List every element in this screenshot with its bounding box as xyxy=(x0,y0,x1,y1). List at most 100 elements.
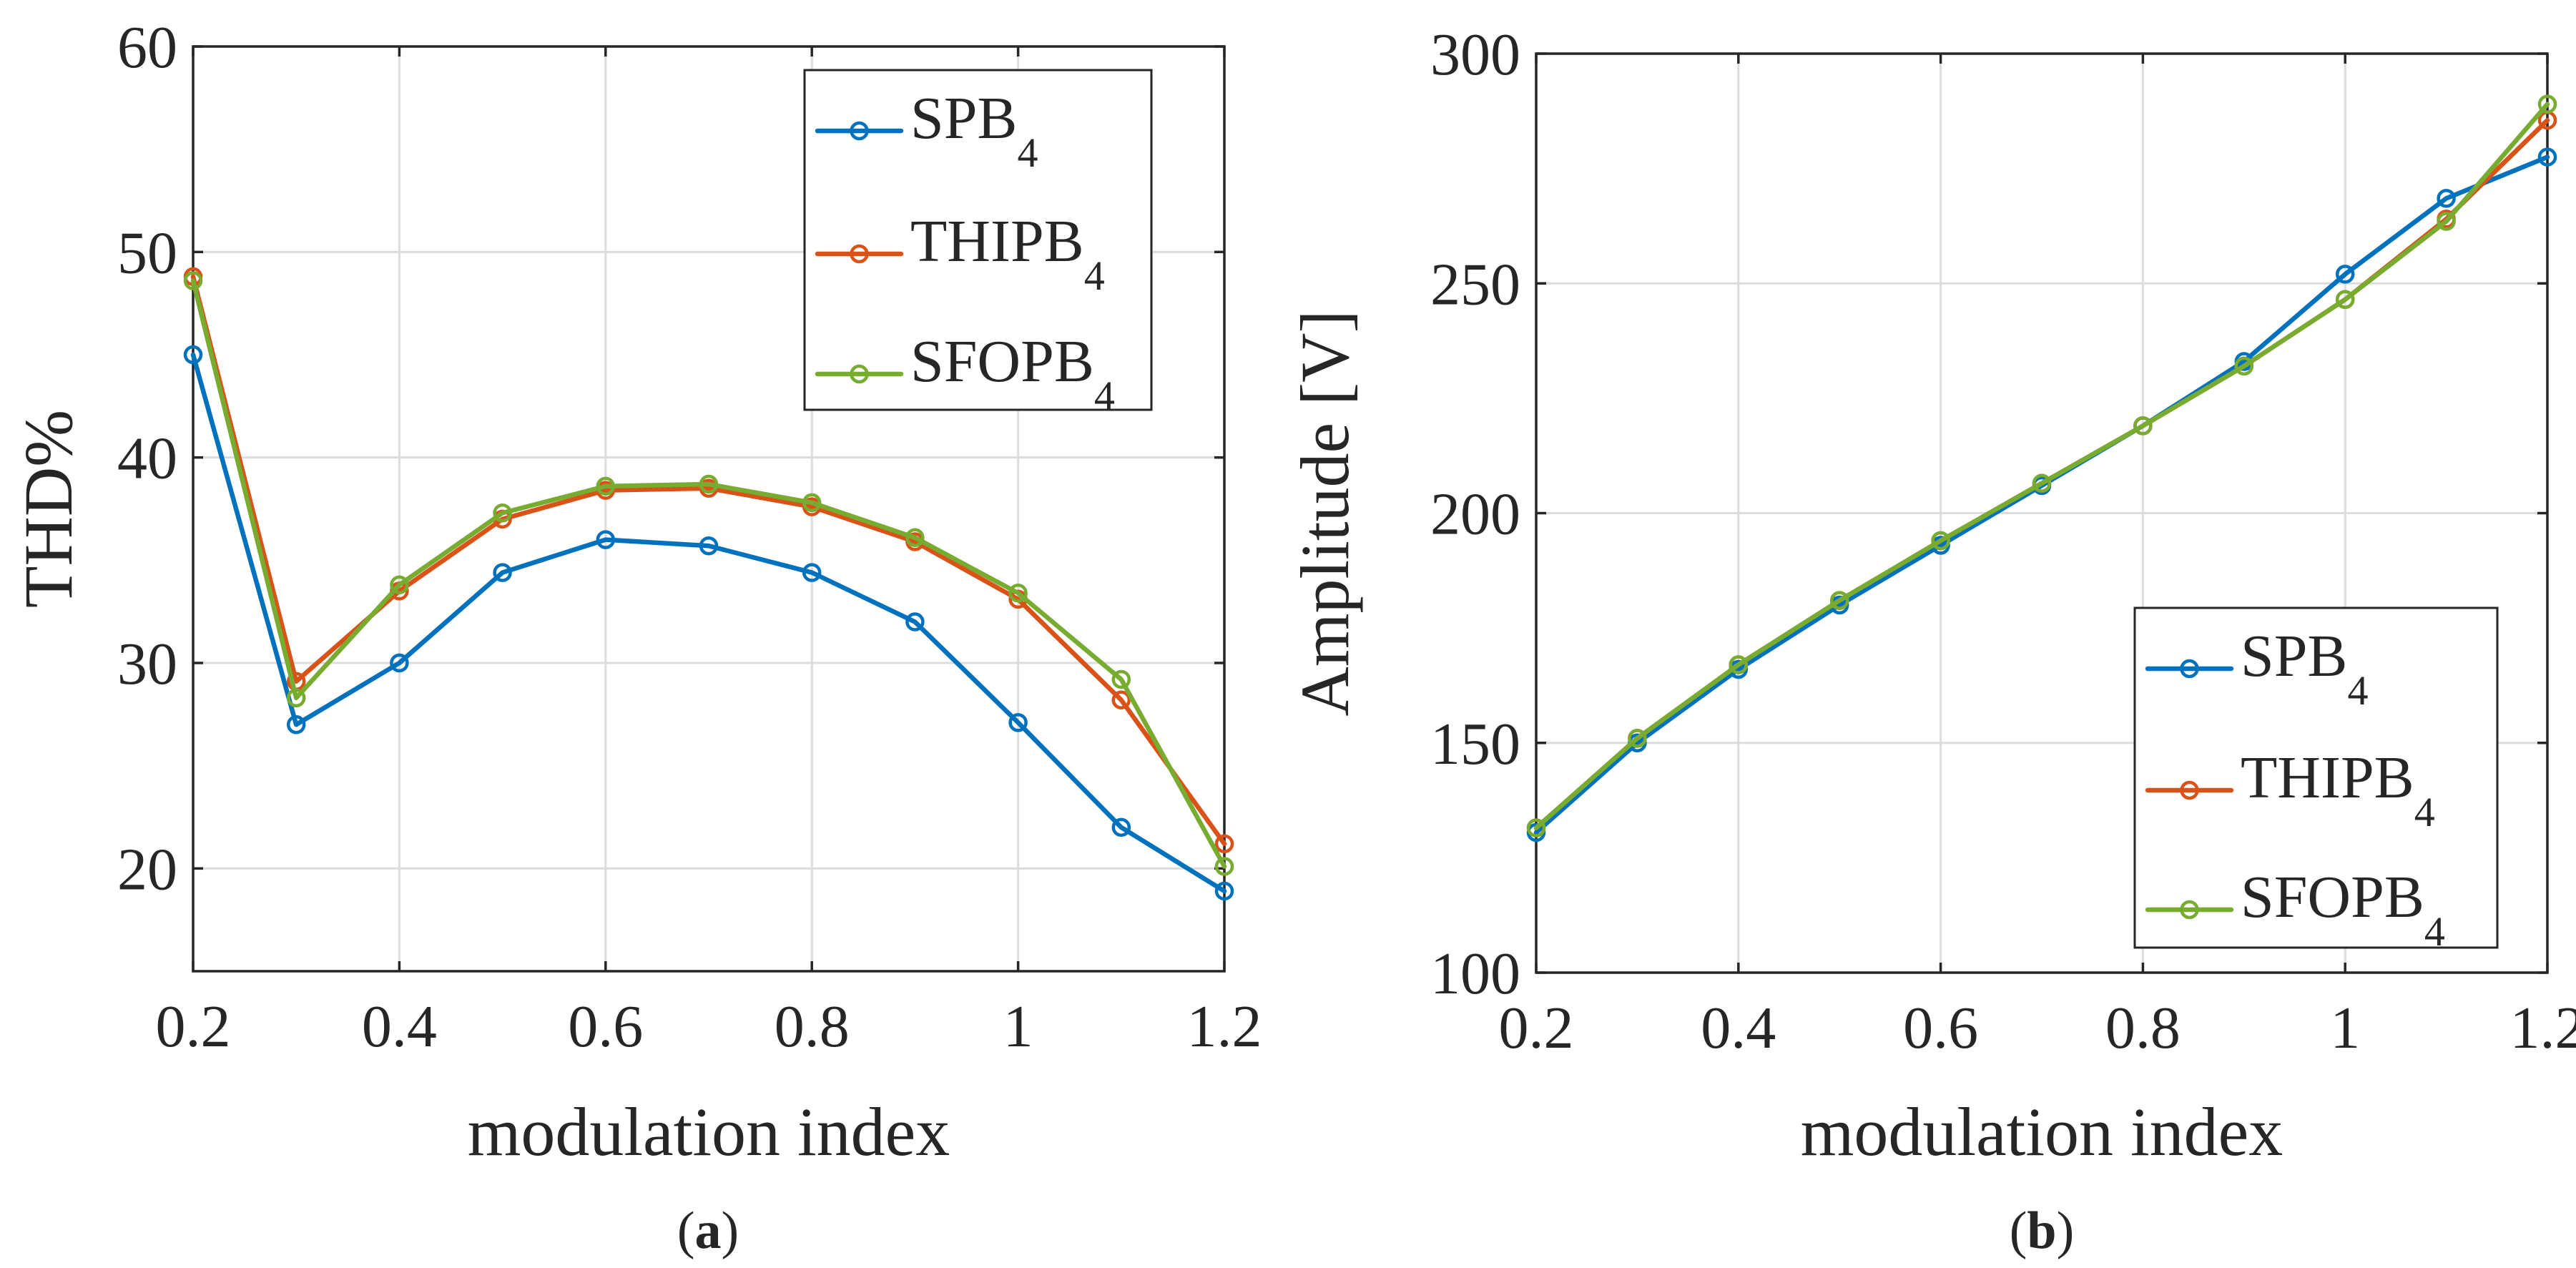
panel-caption: (b) xyxy=(2010,1201,2074,1260)
x-tick-label: 1 xyxy=(2330,995,2360,1061)
data-point xyxy=(699,474,719,494)
legend-label: SFOPB4 xyxy=(2241,864,2445,955)
data-point xyxy=(905,612,925,631)
y-tick-label: 100 xyxy=(1430,940,1520,1007)
data-point xyxy=(1628,729,1647,748)
legend-label-main: SPB xyxy=(910,85,1017,152)
data-point xyxy=(596,476,616,496)
x-axis-label: modulation index xyxy=(1801,1093,2284,1170)
data-point xyxy=(2335,290,2355,309)
data-point xyxy=(493,503,512,523)
data-point xyxy=(1829,591,1849,610)
panel-b: 0.2 0.4 0.6 0.8 1 1.2100150200250300SPB4THIPB… xyxy=(1287,21,2576,1260)
y-tick-label: 20 xyxy=(117,836,177,903)
legend-label: SPB4 xyxy=(910,85,1038,176)
legend-entry-spb: SPB4 xyxy=(2145,623,2368,714)
legend-label-subscript: 4 xyxy=(1017,129,1038,176)
series-sfopb xyxy=(1526,94,2557,837)
y-tick-label: 40 xyxy=(117,426,177,492)
series-line xyxy=(1533,102,2550,830)
y-tick-label: 150 xyxy=(1430,711,1520,777)
axes-box xyxy=(192,45,1226,973)
x-tick-label: 0.6 xyxy=(568,993,643,1060)
data-point xyxy=(1526,818,1546,837)
data-point xyxy=(1111,669,1131,689)
x-tick-label: 0.4 xyxy=(1701,995,1776,1061)
legend-swatch-marker xyxy=(850,244,869,264)
x-tick-label: 0.4 xyxy=(362,993,437,1060)
data-point xyxy=(1729,655,1749,674)
x-tick-label: 0.8 xyxy=(775,993,850,1060)
data-point xyxy=(2537,147,2557,167)
legend-label-main: SFOPB xyxy=(910,328,1094,395)
y-tick-label: 200 xyxy=(1430,481,1520,548)
legend-swatch-marker xyxy=(850,121,869,141)
legend-entry-sfopb: SFOPB4 xyxy=(2145,864,2445,955)
data-point xyxy=(1931,531,1950,551)
legend-label: THIPB4 xyxy=(910,208,1105,299)
caption-open-paren: ( xyxy=(2010,1201,2027,1260)
legend-entry-thipb: THIPB4 xyxy=(815,208,1105,299)
y-tick-label: 60 xyxy=(117,14,177,81)
x-tick-label: 0.2 xyxy=(156,993,231,1060)
legend-label-subscript: 4 xyxy=(2414,789,2435,835)
legend-swatch-marker xyxy=(2180,659,2199,679)
legend-label-main: THIPB xyxy=(2241,744,2414,811)
data-point xyxy=(699,536,719,556)
series-sfopb xyxy=(183,271,1234,876)
y-axis-label: THD% xyxy=(10,410,87,608)
data-point xyxy=(1008,584,1028,603)
series-spb xyxy=(183,345,1234,901)
x-tick-label: 0.6 xyxy=(1903,995,1978,1061)
caption-open-paren: ( xyxy=(677,1201,695,1260)
data-point xyxy=(1111,817,1131,837)
data-point xyxy=(390,653,409,673)
caption-letter: a xyxy=(695,1201,722,1260)
panel-a: 0.2 0.4 0.6 0.8 1 1.22030405060SPB4THIPB4SFOP… xyxy=(10,14,1262,1260)
legend-swatch-marker xyxy=(2180,780,2199,800)
data-point xyxy=(1214,857,1234,876)
data-point xyxy=(1008,713,1028,732)
legend-swatch-marker xyxy=(850,364,869,384)
y-tick-label: 250 xyxy=(1430,251,1520,318)
y-tick-label: 30 xyxy=(117,631,177,697)
x-tick-label: 1.2 xyxy=(2510,995,2576,1061)
legend-label: SPB4 xyxy=(2241,623,2368,714)
x-tick-label: 1.2 xyxy=(1187,993,1262,1060)
y-axis-label: Amplitude [V] xyxy=(1287,310,1363,717)
legend-label: SFOPB4 xyxy=(910,328,1115,419)
legend-entry-spb: SPB4 xyxy=(815,85,1038,176)
x-tick-label: 0.2 xyxy=(1499,995,1574,1061)
data-point xyxy=(390,575,409,595)
data-point xyxy=(1214,834,1234,854)
y-tick-label: 50 xyxy=(117,220,177,286)
caption-letter: b xyxy=(2027,1201,2056,1260)
legend-label-subscript: 4 xyxy=(2347,667,2368,714)
legend-swatch-marker xyxy=(2180,900,2199,920)
x-axis-label: modulation index xyxy=(468,1093,950,1170)
data-point xyxy=(2537,94,2557,114)
legend-entry-thipb: THIPB4 xyxy=(2145,744,2435,835)
data-point xyxy=(2133,416,2153,436)
legend-entry-sfopb: SFOPB4 xyxy=(815,328,1115,419)
data-point xyxy=(2032,473,2052,493)
legend-label-main: THIPB xyxy=(910,208,1084,275)
data-point xyxy=(802,493,822,513)
caption-close-paren: ) xyxy=(2057,1201,2075,1260)
legend-label-subscript: 4 xyxy=(1094,373,1115,419)
data-point xyxy=(2234,356,2254,376)
data-point xyxy=(1214,881,1234,901)
x-tick-label: 0.8 xyxy=(2105,995,2181,1061)
data-point xyxy=(905,528,925,547)
legend-label-subscript: 4 xyxy=(2424,908,2445,955)
legend-label-main: SFOPB xyxy=(2241,864,2424,930)
caption-close-paren: ) xyxy=(722,1201,739,1260)
data-point xyxy=(1111,690,1131,709)
legend-box xyxy=(803,69,1153,411)
x-tick-label: 1 xyxy=(1003,993,1033,1060)
panel-caption: (a) xyxy=(677,1201,739,1260)
series-line xyxy=(190,352,1227,894)
data-point xyxy=(2335,265,2355,284)
